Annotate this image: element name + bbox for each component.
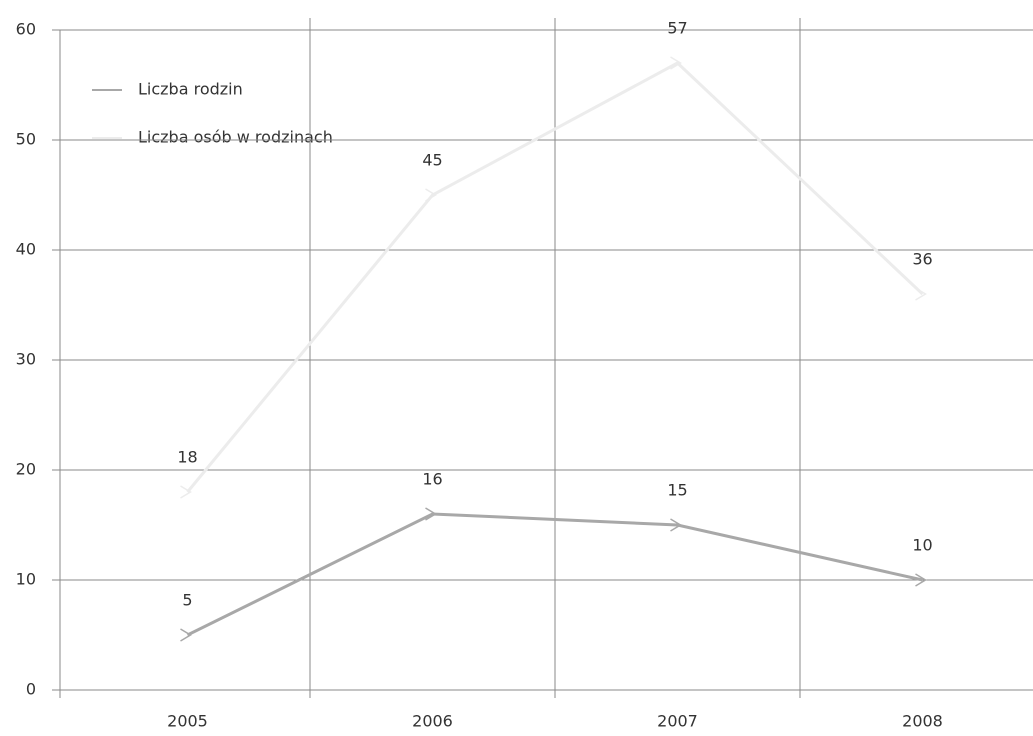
- data-label: 45: [422, 151, 442, 170]
- x-tick-label: 2008: [902, 712, 943, 731]
- legend: Liczba rodzin Liczba osób w rodzinach: [92, 80, 333, 147]
- series-line: [186, 61, 924, 493]
- point-marker: [670, 518, 682, 532]
- y-tick-label: 60: [16, 20, 36, 39]
- legend-label: Liczba osób w rodzinach: [138, 128, 333, 147]
- x-tick-label: 2006: [412, 712, 453, 731]
- data-label: 18: [177, 448, 197, 467]
- series-line: [186, 512, 923, 637]
- point-marker: [915, 287, 927, 301]
- point-marker: [180, 485, 192, 499]
- point-marker: [425, 507, 437, 521]
- point-marker: [180, 628, 192, 642]
- y-tick-label: 10: [16, 570, 36, 589]
- y-tick-label: 30: [16, 350, 36, 369]
- point-marker: [670, 56, 682, 70]
- y-tick-label: 20: [16, 460, 36, 479]
- y-tick-label: 0: [26, 680, 36, 699]
- y-tick-label: 50: [16, 130, 36, 149]
- data-label: 57: [667, 19, 687, 38]
- y-tick-label: 40: [16, 240, 36, 259]
- x-tick-label: 2007: [657, 712, 698, 731]
- data-label: 36: [912, 250, 932, 269]
- data-label: 15: [667, 481, 687, 500]
- data-label: 5: [182, 591, 192, 610]
- data-label: 16: [422, 470, 442, 489]
- data-label: 10: [912, 536, 932, 555]
- legend-label: Liczba rodzin: [138, 80, 243, 99]
- point-marker: [915, 573, 927, 587]
- point-marker: [425, 188, 437, 202]
- x-tick-label: 2005: [167, 712, 208, 731]
